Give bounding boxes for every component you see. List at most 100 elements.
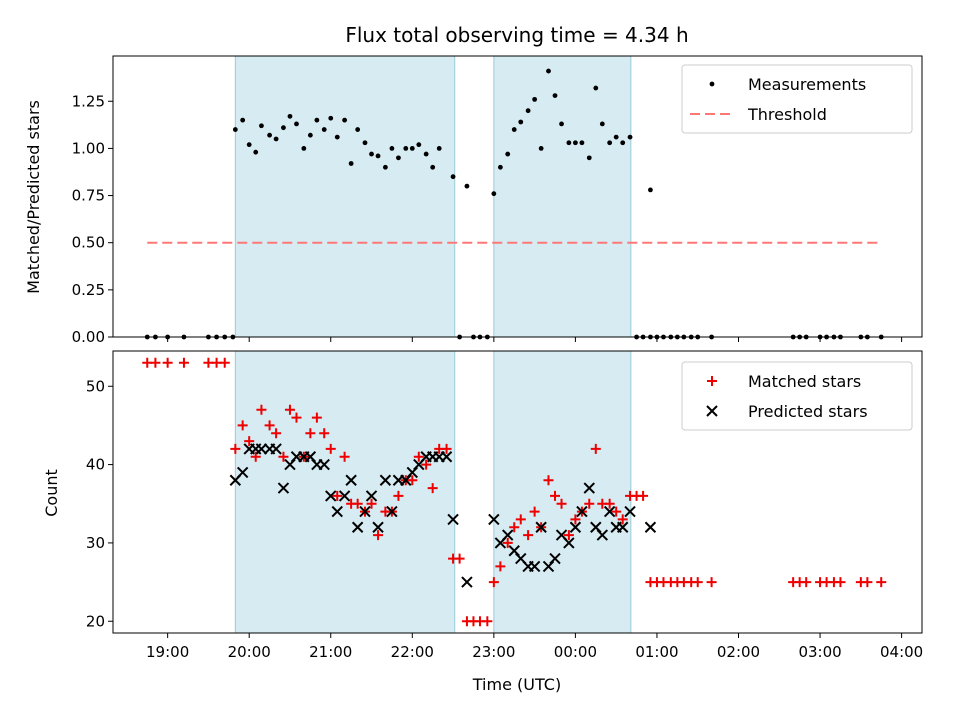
measurement-point	[586, 155, 592, 161]
shaded-interval	[493, 55, 632, 338]
predicted-star-point	[644, 521, 657, 533]
shaded-interval	[234, 350, 456, 634]
predicted-star-point	[331, 505, 343, 518]
matched-star-point	[332, 490, 343, 501]
predicted-star-point	[270, 443, 282, 455]
x-tick-label: 23:00	[472, 643, 515, 661]
measurement-point	[409, 146, 415, 151]
predicted-star-point	[549, 552, 561, 565]
matched-star-point	[319, 428, 330, 439]
measurement-point	[648, 187, 653, 193]
x-tick-label: 03:00	[798, 643, 841, 661]
measurement-point	[362, 140, 368, 146]
x-axis-label: Time (UTC)	[472, 675, 561, 694]
measurement-point	[627, 134, 633, 140]
measurement-point	[552, 93, 558, 99]
matched-star-point	[563, 530, 574, 541]
predicted-star-point	[359, 505, 371, 518]
matched-star-point	[366, 498, 377, 509]
measurement-point	[369, 151, 374, 157]
measurement-point	[430, 164, 436, 170]
measurement-point	[301, 146, 307, 151]
measurement-point	[573, 140, 578, 146]
matched-star-point	[178, 357, 189, 368]
predicted-star-point	[576, 505, 588, 518]
measurement-point	[328, 115, 334, 121]
bottom-y-axis-label: Count	[42, 469, 61, 517]
x-tick-label: 00:00	[554, 643, 597, 661]
legend-box	[681, 64, 913, 134]
measurement-point	[532, 96, 538, 102]
measurement-point	[511, 127, 517, 132]
y-tick-label: 40	[86, 456, 105, 474]
y-tick-label: 0.00	[72, 328, 105, 346]
measurement-point	[273, 136, 279, 142]
measurement-point	[382, 164, 388, 170]
matched-star-point	[271, 428, 282, 439]
predicted-star-point	[569, 521, 582, 533]
measurement-point	[342, 117, 348, 123]
measurement-point	[348, 161, 354, 166]
matched-star-point	[570, 514, 581, 525]
legend-label: Measurements	[748, 75, 866, 94]
measurement-point	[267, 132, 272, 138]
y-tick-label: 0.75	[72, 187, 105, 205]
matched-star-point	[801, 577, 812, 588]
matched-star-point	[264, 420, 275, 431]
measurement-point	[613, 134, 619, 140]
predicted-star-point	[365, 490, 378, 502]
predicted-star-point	[616, 521, 629, 533]
predicted-star-point	[386, 505, 398, 518]
legend-predicted-marker	[706, 405, 718, 417]
matched-star-point	[604, 498, 615, 509]
matched-star-point	[454, 553, 465, 564]
legend-measurements-marker	[709, 81, 715, 87]
shaded-interval	[493, 350, 632, 634]
chart-title: Flux total observing time = 4.34 h	[345, 23, 688, 47]
matched-star-point	[256, 404, 267, 415]
measurement-point	[403, 146, 409, 151]
measurement-point	[253, 149, 259, 155]
matched-star-point	[862, 577, 873, 588]
measurement-point	[281, 125, 286, 131]
measurement-point	[593, 85, 599, 91]
y-tick-label: 1.25	[72, 92, 105, 110]
measurement-point	[396, 155, 401, 161]
measurement-point	[416, 142, 422, 148]
x-tick-label: 22:00	[391, 643, 434, 661]
predicted-star-point	[277, 482, 290, 494]
y-tick-label: 0.25	[72, 281, 105, 299]
predicted-star-point	[236, 466, 249, 479]
matched-star-point	[502, 537, 513, 548]
measurement-point	[240, 117, 246, 123]
predicted-star-point	[255, 443, 268, 455]
y-tick-label: 1.00	[72, 139, 105, 157]
axes-frame	[112, 350, 923, 634]
matched-star-point	[339, 451, 350, 462]
y-tick-label: 30	[86, 534, 105, 552]
measurement-point	[375, 153, 381, 159]
y-tick-label: 20	[86, 612, 105, 630]
matched-star-point	[244, 436, 255, 447]
matched-star-point	[617, 514, 628, 525]
measurement-point	[599, 121, 605, 127]
measurement-point	[287, 113, 293, 119]
matched-star-point	[611, 506, 622, 517]
predicted-star-point	[535, 521, 547, 533]
predicted-star-point	[563, 537, 575, 549]
measurement-point	[525, 108, 531, 114]
matched-star-point	[162, 357, 173, 368]
matched-star-point	[482, 616, 493, 627]
matched-star-point	[523, 530, 534, 541]
measurement-point	[246, 142, 252, 148]
matched-star-point	[305, 428, 316, 439]
matched-star-point	[550, 490, 561, 501]
matched-star-point	[509, 522, 520, 533]
matched-star-point	[427, 483, 438, 494]
matched-star-point	[556, 498, 567, 509]
measurement-point	[294, 121, 299, 127]
matched-star-point	[692, 577, 703, 588]
legend-label: Threshold	[747, 105, 827, 124]
predicted-star-point	[379, 474, 392, 486]
x-tick-label: 02:00	[717, 643, 760, 661]
